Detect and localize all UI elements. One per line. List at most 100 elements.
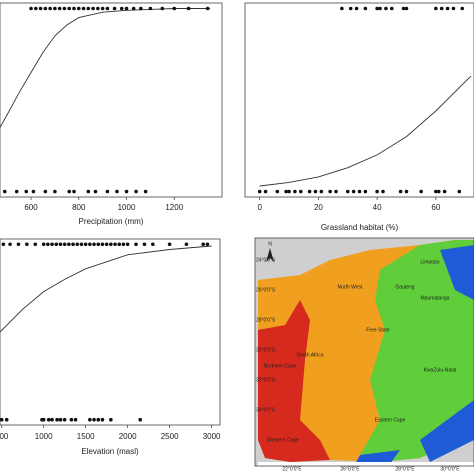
x-axis-label: Grassland habitat (%) bbox=[321, 223, 399, 232]
occurrence-point bbox=[172, 6, 177, 11]
occurrence-point bbox=[88, 417, 92, 422]
fitted-curve bbox=[0, 8, 211, 128]
x-tick-label: 1200 bbox=[165, 203, 183, 212]
x-tick-label: 20 bbox=[314, 203, 323, 212]
occurrence-point bbox=[93, 189, 98, 194]
occurrence-point bbox=[119, 6, 124, 11]
occurrence-point bbox=[104, 242, 109, 247]
occurrence-point bbox=[41, 417, 46, 422]
occurrence-point bbox=[96, 417, 101, 422]
occurrence-point bbox=[50, 242, 54, 247]
occurrence-point bbox=[131, 6, 136, 11]
x-tick-label: 1500 bbox=[77, 432, 95, 441]
occurrence-point bbox=[457, 189, 462, 194]
plot-frame bbox=[0, 2, 223, 198]
occurrence-point bbox=[53, 6, 57, 11]
occurrence-point bbox=[92, 417, 96, 422]
occurrence-point bbox=[138, 417, 143, 422]
occurrence-point bbox=[109, 417, 113, 422]
occurrence-point bbox=[24, 189, 29, 194]
occurrence-point bbox=[293, 189, 297, 194]
occurrence-point bbox=[121, 242, 126, 247]
x-tick-label: 2000 bbox=[119, 432, 137, 441]
x-tick-label: 2500 bbox=[161, 432, 179, 441]
occurrence-point bbox=[62, 417, 67, 422]
occurrence-point bbox=[434, 6, 438, 11]
longitude-label: 30°0'0"E bbox=[440, 466, 460, 472]
occurrence-point bbox=[363, 6, 368, 11]
occurrence-point bbox=[58, 242, 63, 247]
north-label: N bbox=[268, 241, 272, 247]
occurrence-point bbox=[43, 6, 48, 11]
fitted-curve bbox=[259, 75, 472, 187]
x-tick-label: 600 bbox=[24, 203, 38, 212]
latitude-label: 34°0'0"S bbox=[256, 407, 276, 413]
occurrence-point bbox=[439, 6, 444, 11]
x-axis-label: Elevation (masl) bbox=[81, 447, 139, 456]
x-tick-label: 1000 bbox=[118, 203, 136, 212]
occurrence-point bbox=[79, 242, 84, 247]
occurrence-point bbox=[151, 242, 155, 247]
occurrence-point bbox=[91, 6, 95, 11]
occurrence-point bbox=[313, 189, 318, 194]
longitude-label: 28°0'0"E bbox=[395, 466, 415, 472]
occurrence-point bbox=[76, 6, 81, 11]
longitude-label: 22°0'0"E bbox=[282, 466, 302, 472]
occurrence-point bbox=[46, 242, 50, 247]
occurrence-point bbox=[67, 242, 71, 247]
occurrence-point bbox=[384, 6, 388, 11]
occurrence-point bbox=[72, 6, 76, 11]
x-tick-label: 3000 bbox=[203, 432, 221, 441]
latitude-label: 30°0'0"S bbox=[256, 347, 276, 353]
occurrence-point bbox=[69, 417, 74, 422]
map-zone-blue bbox=[355, 245, 474, 464]
occurrence-point bbox=[109, 242, 113, 247]
occurrence-point bbox=[92, 242, 96, 247]
region-label: Limpopo bbox=[420, 259, 439, 265]
occurrence-point bbox=[55, 417, 59, 422]
occurrence-point bbox=[96, 6, 100, 11]
occurrence-point bbox=[25, 242, 29, 247]
x-tick-label: 800 bbox=[72, 203, 86, 212]
x-tick-label: 500 bbox=[0, 432, 9, 441]
occurrence-point bbox=[62, 242, 67, 247]
occurrence-point bbox=[38, 6, 43, 11]
occurrence-point bbox=[375, 6, 379, 11]
latitude-label: 28°0'0"S bbox=[256, 317, 276, 323]
occurrence-point bbox=[404, 6, 409, 11]
occurrence-point bbox=[307, 189, 312, 194]
map-frame bbox=[254, 237, 474, 467]
occurrence-point bbox=[4, 417, 9, 422]
latitude-label: 26°0'0"S bbox=[256, 287, 276, 293]
occurrence-point bbox=[14, 189, 19, 194]
occurrence-point bbox=[81, 6, 86, 11]
occurrence-point bbox=[117, 242, 122, 247]
region-label: Western Cape bbox=[267, 437, 299, 443]
x-tick-label: 60 bbox=[431, 203, 440, 212]
occurrence-point bbox=[48, 6, 52, 11]
x-tick-label: 0 bbox=[257, 203, 262, 212]
occurrence-point bbox=[351, 189, 356, 194]
region-label: Mpumalanga bbox=[421, 295, 450, 301]
occurrence-point bbox=[434, 189, 438, 194]
occurrence-point bbox=[46, 417, 51, 422]
occurrence-point bbox=[398, 189, 403, 194]
occurrence-point bbox=[419, 189, 423, 194]
occurrence-point bbox=[112, 6, 117, 11]
occurrence-point bbox=[113, 242, 117, 247]
occurrence-point bbox=[57, 6, 62, 11]
occurrence-point bbox=[2, 189, 7, 194]
region-label: North West bbox=[338, 284, 364, 290]
occurrence-point bbox=[86, 189, 91, 194]
occurrence-point bbox=[275, 189, 280, 194]
region-label: South Africa bbox=[297, 352, 324, 358]
region-label: Gauteng bbox=[395, 284, 414, 290]
occurrence-point bbox=[115, 189, 119, 194]
occurrence-point bbox=[186, 6, 191, 11]
occurrence-point bbox=[401, 6, 406, 11]
occurrence-point bbox=[287, 189, 291, 194]
occurrence-point bbox=[83, 242, 88, 247]
occurrence-point bbox=[201, 242, 206, 247]
occurrence-point bbox=[142, 242, 147, 247]
